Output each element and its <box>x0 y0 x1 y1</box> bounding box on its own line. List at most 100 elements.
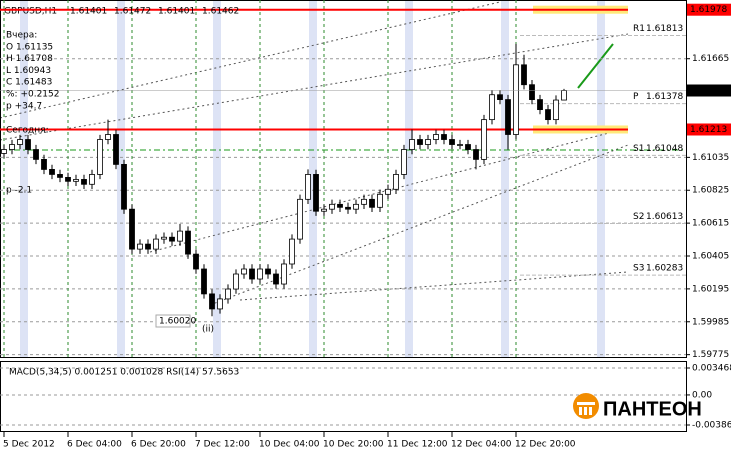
candle-body <box>377 193 383 208</box>
level-label: 1.61978 <box>690 5 727 15</box>
info-line: p -2.1 <box>6 186 32 196</box>
candle-body <box>449 139 455 145</box>
pivot-value: 1.61378 <box>646 92 683 102</box>
candle-body <box>321 208 327 212</box>
candle-body <box>1 149 7 154</box>
main-frame <box>0 0 687 358</box>
session-bands <box>20 1 605 357</box>
info-line: p +34.7 <box>6 101 42 111</box>
session-band <box>597 1 605 357</box>
info-line: O 1.61135 <box>6 42 53 52</box>
candle-body <box>353 203 359 210</box>
candle-body <box>81 179 87 185</box>
candle-body <box>481 119 487 160</box>
candle-body <box>113 134 119 165</box>
y-tick-label: 1.60195 <box>692 284 729 294</box>
candle-body <box>49 169 55 175</box>
candle-body <box>457 144 463 146</box>
x-tick-label: 7 Dec 12:00 <box>195 440 250 450</box>
candle-body <box>57 174 63 178</box>
y-tick-label: 1.60405 <box>692 252 729 262</box>
last-price-box <box>687 84 731 97</box>
level-label-box <box>687 3 731 16</box>
candle-body <box>329 203 335 210</box>
candle-body <box>265 268 271 275</box>
candle-body <box>153 238 159 250</box>
pivot-name: R1 <box>633 24 645 34</box>
last-price-label: 1.61462 <box>690 86 727 96</box>
y-tick-label: 1.60825 <box>692 186 729 196</box>
trend-line <box>0 1 501 119</box>
logo-stroke <box>589 407 592 415</box>
candle-body <box>209 293 215 310</box>
pivot-value: 1.60283 <box>646 264 683 274</box>
candle-body <box>401 149 407 175</box>
candle-body <box>433 134 439 140</box>
indicator-tick-label: 0.003468 <box>692 363 731 373</box>
candle-body <box>345 206 351 210</box>
candle-body <box>241 268 247 275</box>
logo-icon <box>573 393 599 419</box>
candle-body <box>337 203 343 208</box>
pivot-name: S1 <box>633 144 644 154</box>
x-tick-label: 10 Dec 20:00 <box>323 440 384 450</box>
candle-body <box>65 177 71 182</box>
candle-body <box>561 90 567 101</box>
y-tick-label: 1.61665 <box>692 54 729 64</box>
info-line: Сегодня: <box>6 126 49 136</box>
candle-body <box>409 139 415 150</box>
y-tick-label: 1.59775 <box>692 350 729 360</box>
candle-body <box>473 149 479 160</box>
candle-body <box>313 174 319 212</box>
candle-body <box>169 236 175 242</box>
candle-body <box>513 64 519 135</box>
forecast-arrow <box>577 43 614 89</box>
candle-body <box>393 174 399 190</box>
candle-body <box>249 268 255 280</box>
header-open: 1.61401 <box>70 7 107 17</box>
candle-body <box>497 94 503 100</box>
pivot-value: 1.61048 <box>646 144 683 154</box>
candle-body <box>137 243 143 250</box>
candle-body <box>529 84 535 100</box>
candle-body <box>537 99 543 111</box>
wave-annotation: (ii) <box>202 325 214 335</box>
candle-body <box>25 139 31 150</box>
session-band <box>309 1 317 357</box>
candle-body <box>121 164 127 210</box>
x-tick-label: 10 Dec 04:00 <box>259 440 320 450</box>
candle-body <box>177 230 183 242</box>
session-band <box>501 1 509 357</box>
candle-body <box>233 273 239 290</box>
logo-stroke <box>577 402 595 405</box>
info-line: Вчера: <box>6 31 37 41</box>
symbol-label: GBPUSD,H1 <box>4 7 57 17</box>
candle-body <box>225 288 231 300</box>
candle-body <box>545 109 551 121</box>
candle-body <box>369 198 375 208</box>
pivot-name: S2 <box>633 212 644 222</box>
candle-body <box>257 268 263 280</box>
candle-body <box>417 139 423 145</box>
candle-body <box>145 243 151 250</box>
trend-line <box>0 33 629 141</box>
candle-body <box>73 179 79 182</box>
x-tick-label: 6 Dec 20:00 <box>131 440 186 450</box>
candle-body <box>297 198 303 240</box>
header-low: 1.61401 <box>158 7 195 17</box>
candle-body <box>521 64 527 86</box>
info-line: L 1.60943 <box>6 66 51 76</box>
candle-body <box>17 139 23 145</box>
candle-body <box>385 188 391 195</box>
candle-body <box>305 174 311 200</box>
candle-body <box>273 273 279 285</box>
candle-body <box>185 230 191 255</box>
candle-body <box>201 268 207 295</box>
candle-body <box>425 139 431 145</box>
level-label-box <box>687 123 731 136</box>
logo-text: ПАНТЕОН <box>603 398 702 420</box>
info-line: C 1.61483 <box>6 78 52 88</box>
header-high: 1.61472 <box>114 7 151 17</box>
pivot-value: 1.61813 <box>646 24 683 34</box>
